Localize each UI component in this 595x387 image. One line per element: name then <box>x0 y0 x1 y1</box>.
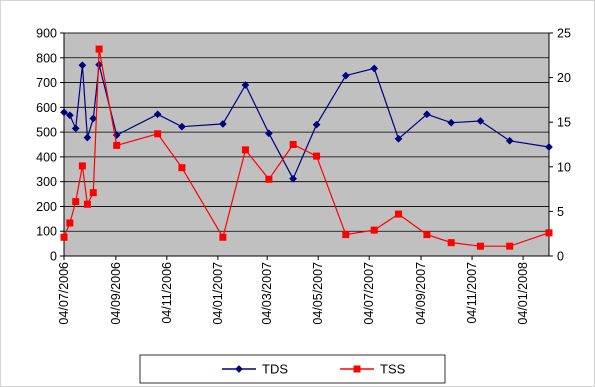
series-tds <box>60 60 553 183</box>
x-axis-tick-label: 04/03/2007 <box>260 262 274 325</box>
data-point-tss <box>447 239 455 247</box>
right-axis-tick-label: 10 <box>557 160 571 174</box>
data-point-tss <box>241 146 249 154</box>
left-axis-tick-label: 0 <box>50 250 57 264</box>
legend: TDS TSS <box>139 354 446 384</box>
left-axis-tick-label: 800 <box>36 51 57 65</box>
data-point-tss <box>83 200 91 208</box>
data-point-tss <box>394 210 402 218</box>
x-axis-tick-label: 04/09/2006 <box>109 262 123 325</box>
data-point-tds <box>341 71 350 80</box>
data-point-tss <box>72 198 80 206</box>
data-point-tss <box>66 219 74 227</box>
data-point-tss <box>89 189 97 197</box>
right-axis-tick-label: 20 <box>557 71 571 85</box>
data-point-tds <box>60 108 68 117</box>
data-point-tds <box>78 61 87 70</box>
x-axis-tick-label: 04/09/2007 <box>414 262 428 325</box>
data-point-tds <box>218 119 227 128</box>
legend-label-tds: TDS <box>262 362 288 377</box>
gridlines <box>64 32 549 232</box>
series-tss <box>60 45 553 250</box>
x-axis-tick-label: 04/11/2006 <box>160 262 174 324</box>
left-axis-tick-label: 900 <box>36 27 57 41</box>
left-axis-tick-label: 400 <box>36 150 57 164</box>
data-point-tds <box>545 143 553 151</box>
x-axis-tick-label: 04/11/2007 <box>465 262 479 324</box>
data-point-tss <box>78 162 86 170</box>
legend-item-tds: TDS <box>222 362 288 377</box>
data-point-tds <box>65 111 74 120</box>
data-point-tss <box>476 242 484 250</box>
left-axis-tick-label: 600 <box>36 101 57 115</box>
series-layer <box>60 45 553 250</box>
right-axis-tick-label: 15 <box>557 116 571 130</box>
data-point-tds <box>422 110 431 119</box>
data-point-tds <box>289 174 298 183</box>
data-point-tss <box>423 231 431 239</box>
data-point-tss <box>265 175 273 183</box>
data-point-tss <box>95 45 103 53</box>
right-axis-tick-label: 0 <box>557 250 564 264</box>
data-point-tss <box>60 233 68 241</box>
data-point-tss <box>219 233 227 241</box>
data-point-tds <box>394 134 403 143</box>
data-point-tds <box>505 136 514 145</box>
data-point-tds <box>177 122 186 131</box>
data-point-tss <box>545 229 553 237</box>
legend-marker-tds <box>235 365 243 373</box>
right-axis-tick-label: 25 <box>557 27 571 41</box>
data-point-tss <box>113 141 121 149</box>
data-point-tds <box>447 118 456 127</box>
data-point-tss <box>154 130 162 138</box>
data-point-tss <box>342 231 350 239</box>
legend-item-tss: TSS <box>340 362 406 377</box>
data-point-tds <box>83 133 92 142</box>
data-point-tds <box>241 81 250 89</box>
legend-box <box>139 354 446 384</box>
data-point-tds <box>264 129 273 138</box>
left-axis-tick-label: 500 <box>36 126 57 140</box>
x-axis-tick-label: 04/07/2007 <box>362 262 376 325</box>
left-axis-tick-label: 200 <box>36 200 57 214</box>
data-point-tss <box>289 141 297 148</box>
data-point-tss <box>178 164 186 172</box>
data-point-tds <box>153 110 162 119</box>
data-point-tds <box>89 114 98 123</box>
left-axis-tick-label: 300 <box>36 175 57 189</box>
x-axis-tick-label: 04/05/2007 <box>311 262 325 325</box>
data-point-tss <box>313 152 321 160</box>
legend-label-tss: TSS <box>380 362 406 377</box>
data-point-tds <box>476 117 485 125</box>
axes: 0 100 200 300 400 500 600 700 800 900 0 5 10 15 20 25 04… <box>36 27 571 325</box>
data-point-tss <box>370 226 378 234</box>
data-point-tds <box>370 64 379 73</box>
data-point-tds <box>312 120 321 129</box>
plot-area <box>63 32 550 257</box>
x-axis-tick-label: 04/01/2008 <box>516 262 530 325</box>
right-axis-tick-label: 5 <box>557 205 564 219</box>
x-axis-tick-label: 04/07/2006 <box>57 262 71 325</box>
legend-marker-tss <box>353 365 361 373</box>
left-axis-tick-label: 100 <box>36 225 57 239</box>
data-point-tss <box>506 242 514 250</box>
data-point-tds <box>71 124 80 133</box>
left-axis-tick-label: 700 <box>36 76 57 90</box>
x-axis-tick-label: 04/01/2007 <box>211 262 225 325</box>
